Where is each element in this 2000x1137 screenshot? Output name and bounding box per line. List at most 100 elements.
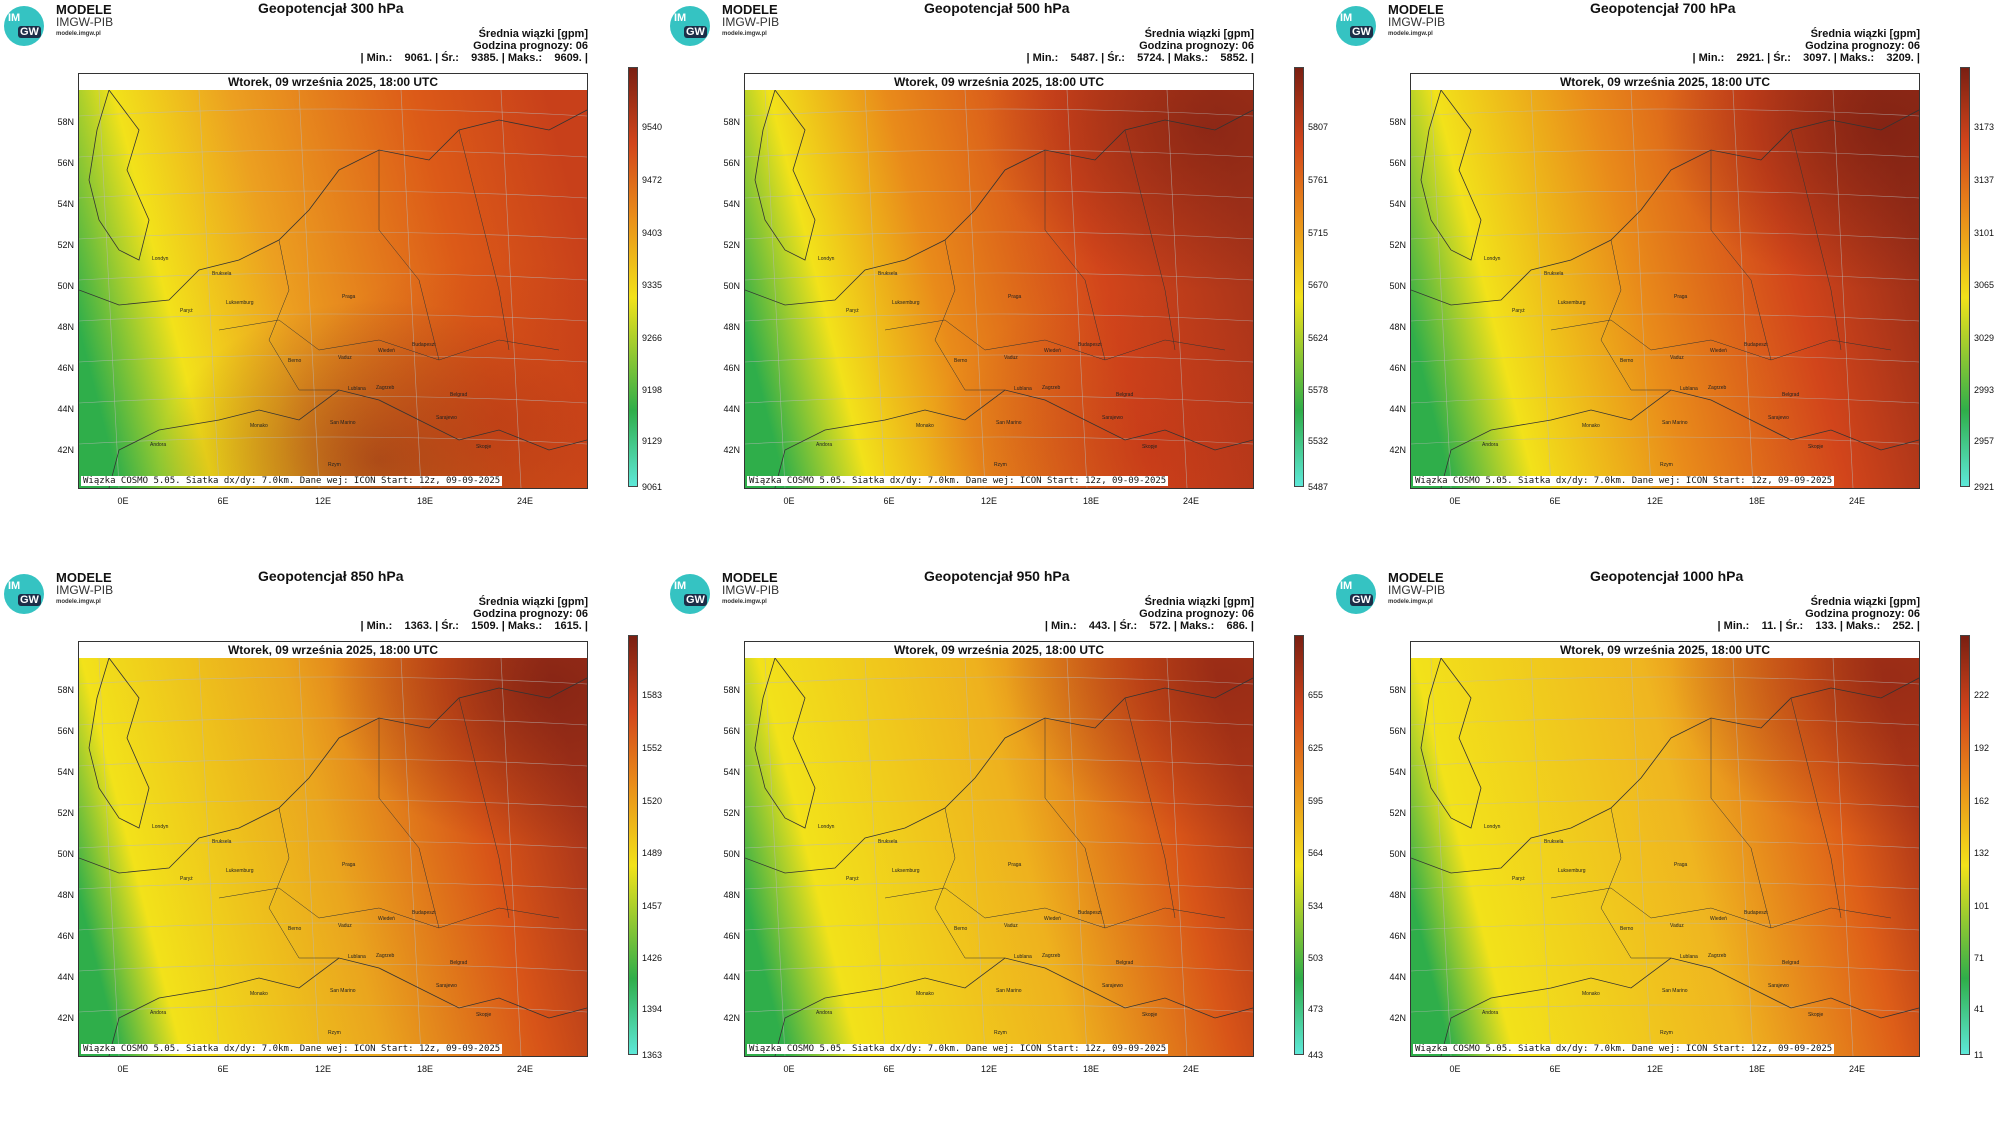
city-label: Londyn — [818, 824, 835, 830]
latitude-label: 54N — [1389, 199, 1406, 209]
colorbar-tick-label: 5670 — [1308, 280, 1329, 290]
latitude-label: 44N — [1389, 972, 1406, 982]
colorbar-tick-label: 1363 — [642, 1050, 663, 1060]
colorbar — [628, 67, 638, 487]
latitude-label: 42N — [57, 1013, 74, 1023]
city-label: Sarajewo — [1768, 983, 1789, 989]
colorbar-tick-label: 3137 — [1974, 175, 1995, 185]
colorbar-tick-label: 503 — [1308, 953, 1324, 963]
colorbar-tick-label: 5761 — [1308, 175, 1329, 185]
brand-org: IMGW-PIB — [56, 583, 114, 597]
model-footer: Wiązka COSMO 5.05. Siatka dx/dy: 7.0km. … — [1413, 1044, 1835, 1054]
brand-name: MODELE — [722, 570, 778, 585]
colorbar-tick-label: 9472 — [642, 175, 663, 185]
colorbar-tick-label: 9540 — [642, 122, 663, 132]
colorbar-tick-label: 9403 — [642, 228, 663, 238]
model-footer: Wiązka COSMO 5.05. Siatka dx/dy: 7.0km. … — [81, 1044, 503, 1054]
panel-title: Geopotencjał 950 hPa — [924, 568, 1070, 584]
colorbar — [1294, 67, 1304, 487]
forecast-panel: IM GW MODELE IMGW-PIB modele.imgw.pl Geopoten… — [666, 568, 1332, 1136]
brand-org: IMGW-PIB — [722, 583, 780, 597]
city-label: San Marino — [330, 420, 356, 426]
forecast-panel: IM GW MODELE IMGW-PIB modele.imgw.pl Geopoten… — [666, 0, 1332, 568]
longitude-label: 24E — [1182, 496, 1199, 506]
latitude-label: 42N — [723, 1013, 740, 1023]
imgw-logo-icon: IM GW — [4, 6, 44, 46]
city-label: Monako — [916, 423, 934, 429]
latitude-label: 50N — [57, 281, 74, 291]
city-label: Lublana — [1680, 954, 1698, 960]
city-label: Belgrad — [450, 392, 468, 398]
city-label: Wiedeń — [378, 348, 395, 354]
city-label: Vaduz — [1004, 923, 1018, 929]
latitude-label: 48N — [57, 890, 74, 900]
latitude-label: 44N — [723, 404, 740, 414]
city-label: Sarajewo — [436, 415, 457, 421]
colorbar-tick-label: 132 — [1974, 848, 1990, 858]
map-frame: Wtorek, 09 września 2025, 18:00 UTC Wiązk… — [744, 641, 1254, 1057]
city-label: Sarajewo — [1768, 415, 1789, 421]
latitude-label: 56N — [723, 158, 740, 168]
city-label: Budapeszt — [412, 342, 436, 348]
city-label: Luksemburg — [226, 300, 254, 306]
latitude-label: 50N — [723, 849, 740, 859]
city-label: Rzym — [328, 462, 341, 468]
longitude-label: 12E — [1646, 1064, 1663, 1074]
colorbar-tick-label: 5807 — [1308, 122, 1329, 132]
city-label: Luksemburg — [226, 868, 254, 874]
panel-title: Geopotencjał 300 hPa — [258, 0, 404, 16]
city-label: San Marino — [330, 988, 356, 994]
geopotential-map — [79, 90, 587, 488]
latitude-label: 54N — [1389, 767, 1406, 777]
imgw-logo-icon: IM GW — [1336, 574, 1376, 614]
brand-block: MODELE IMGW-PIB modele.imgw.pl — [1388, 2, 1446, 40]
city-label: Londyn — [818, 256, 835, 262]
map-frame: Wtorek, 09 września 2025, 18:00 UTC Wiązk… — [1410, 73, 1920, 489]
brand-url: modele.imgw.pl — [1388, 31, 1433, 37]
brand-url: modele.imgw.pl — [722, 31, 767, 37]
brand-name: MODELE — [1388, 2, 1444, 17]
colorbar — [628, 635, 638, 1055]
city-label: Zagrzeb — [376, 953, 395, 959]
colorbar-tick-label: 192 — [1974, 743, 1990, 753]
latitude-label: 48N — [723, 322, 740, 332]
brand-url: modele.imgw.pl — [56, 599, 101, 605]
colorbar-tick-label: 101 — [1974, 901, 1990, 911]
valid-date: Wtorek, 09 września 2025, 18:00 UTC — [79, 74, 587, 91]
longitude-label: 0E — [1449, 1064, 1461, 1074]
longitude-label: 12E — [314, 496, 331, 506]
longitude-label: 24E — [1182, 1064, 1199, 1074]
imgw-logo-icon: IM GW — [670, 574, 710, 614]
longitude-label: 24E — [1848, 1064, 1865, 1074]
colorbar — [1294, 635, 1304, 1055]
panel-meta: Średnia wiązki [gpm] Godzina prognozy: 0… — [360, 596, 588, 632]
longitude-label: 18E — [1748, 496, 1765, 506]
latitude-label: 54N — [57, 199, 74, 209]
longitude-label: 24E — [1848, 496, 1865, 506]
city-label: Wiedeń — [1710, 348, 1727, 354]
city-label: Sarajewo — [1102, 415, 1123, 421]
colorbar-tick-label: 11 — [1974, 1050, 1984, 1060]
city-label: Lublana — [1014, 386, 1032, 392]
city-label: San Marino — [996, 420, 1022, 426]
longitude-label: 6E — [883, 1064, 895, 1074]
city-label: Belgrad — [1782, 392, 1800, 398]
longitude-label: 18E — [416, 1064, 433, 1074]
latitude-label: 52N — [1389, 240, 1406, 250]
latitude-label: 42N — [57, 445, 74, 455]
brand-name: MODELE — [56, 570, 112, 585]
brand-org: IMGW-PIB — [1388, 15, 1446, 29]
model-footer: Wiązka COSMO 5.05. Siatka dx/dy: 7.0km. … — [1413, 476, 1835, 486]
city-label: Berno — [954, 358, 968, 364]
latitude-label: 50N — [1389, 281, 1406, 291]
city-label: Bruksela — [1544, 271, 1564, 277]
forecast-panel: IM GW MODELE IMGW-PIB modele.imgw.pl Geopoten… — [0, 0, 666, 568]
colorbar-tick-label: 9335 — [642, 280, 663, 290]
colorbar-tick-label: 3065 — [1974, 280, 1995, 290]
panel-meta: Średnia wiązki [gpm] Godzina prognozy: 0… — [1692, 28, 1920, 64]
city-label: Lublana — [1680, 386, 1698, 392]
city-label: Andora — [150, 442, 167, 448]
map-frame: Wtorek, 09 września 2025, 18:00 UTC Wiązk… — [78, 73, 588, 489]
latitude-label: 52N — [723, 808, 740, 818]
panel-title: Geopotencjał 850 hPa — [258, 568, 404, 584]
